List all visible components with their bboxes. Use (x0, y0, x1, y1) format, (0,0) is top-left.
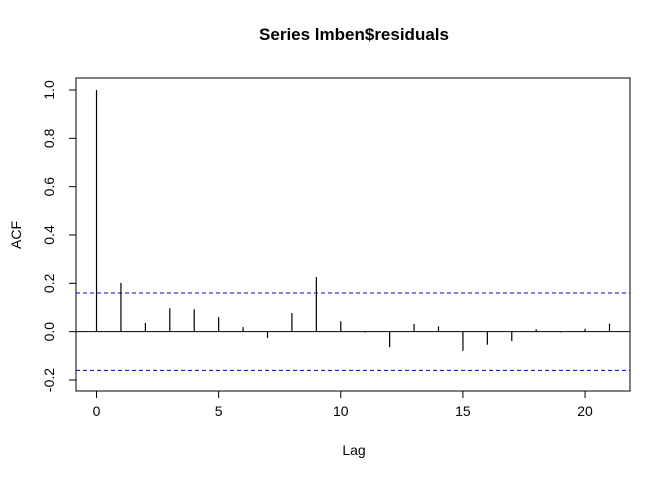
y-tick-label-6: 1.0 (41, 80, 57, 100)
plot-frame (75, 77, 631, 392)
x-tick-label-10: 10 (333, 403, 349, 419)
y-axis-label: ACF (8, 221, 24, 249)
x-tick-label-0: 0 (93, 403, 101, 419)
y-tick-label-5: 0.8 (41, 128, 57, 148)
x-tick-label-5: 5 (215, 403, 223, 419)
y-tick-label-4: 0.6 (41, 177, 57, 197)
chart-title: Series lmben$residuals (259, 25, 449, 44)
y-tick-label-0: -0.2 (41, 368, 57, 392)
x-axis-label: Lag (342, 442, 365, 458)
x-tick-label-15: 15 (455, 403, 471, 419)
y-tick-label-2: 0.2 (41, 273, 57, 293)
x-tick-label-20: 20 (577, 403, 593, 419)
y-tick-label-1: 0.0 (41, 322, 57, 342)
y-tick-label-3: 0.4 (41, 225, 57, 245)
